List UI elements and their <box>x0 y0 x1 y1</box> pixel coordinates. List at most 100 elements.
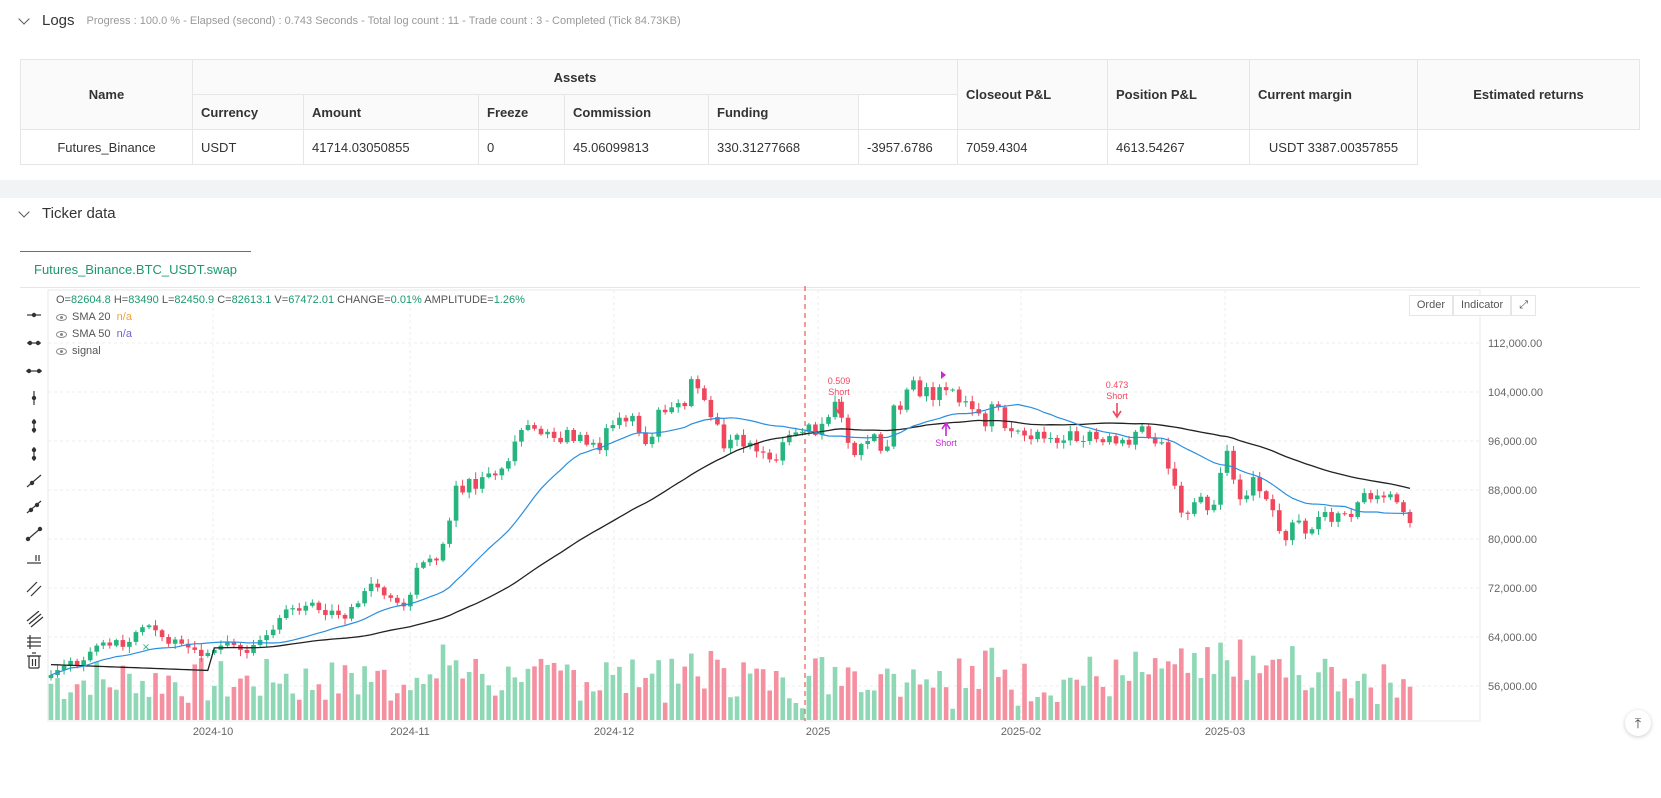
volume-bar <box>1218 642 1223 720</box>
candle-body <box>166 637 171 644</box>
eye-icon[interactable] <box>56 313 67 321</box>
candle-body <box>649 436 655 445</box>
candle-body <box>153 625 158 631</box>
volume-bar <box>218 661 224 720</box>
trash-icon[interactable] <box>27 652 41 669</box>
indicator-button[interactable]: Indicator <box>1452 295 1512 316</box>
volume-bar <box>989 647 995 720</box>
volume-bar <box>486 685 492 720</box>
candle-body <box>68 660 73 666</box>
volume-label: V= <box>274 294 289 306</box>
logs-header[interactable]: Logs Progress : 100.0 % - Elapsed (secon… <box>18 12 681 29</box>
candle-body <box>61 665 67 671</box>
candle-body <box>1041 431 1047 439</box>
cell-margin: 4613.54267 <box>1107 129 1250 165</box>
candle-body <box>610 425 616 429</box>
signal-value: 0.473 <box>1106 380 1129 390</box>
volume-bar <box>845 667 851 720</box>
volume-bar <box>68 692 73 720</box>
volume-bar <box>81 680 86 720</box>
volume-bar <box>120 665 126 720</box>
candle-body <box>728 439 733 449</box>
volume-bar <box>1270 659 1276 720</box>
horizontal-line-icon[interactable] <box>27 312 41 318</box>
candle-body <box>1100 439 1106 443</box>
volume-bar <box>48 683 54 720</box>
volume-bar <box>649 673 655 720</box>
segment-icon[interactable] <box>25 526 43 542</box>
pitchfork-icon[interactable] <box>26 611 44 628</box>
volume-bar <box>1401 679 1406 720</box>
fib-retracement-icon[interactable] <box>27 635 41 649</box>
volume-bar <box>721 668 727 720</box>
ticker-header[interactable]: Ticker data <box>18 205 116 222</box>
vertical-line-icon[interactable] <box>31 391 37 405</box>
candle-body <box>231 641 237 645</box>
volume-bar <box>127 673 132 720</box>
candle-body <box>532 425 537 429</box>
candle-body <box>1185 512 1191 514</box>
volume-bar <box>643 677 648 720</box>
candle-body <box>636 415 642 433</box>
candle-body <box>564 429 570 443</box>
tab-btc-usdt-swap[interactable]: Futures_Binance.BTC_USDT.swap <box>20 251 252 287</box>
candle-body <box>225 641 230 646</box>
volume-bar <box>1211 673 1217 720</box>
vertical-ray-icon[interactable] <box>31 447 37 461</box>
vertical-segment-icon[interactable] <box>31 419 37 433</box>
candle-body <box>1192 502 1197 514</box>
candle-body <box>754 442 759 452</box>
candle-body <box>969 401 975 410</box>
candle-body <box>1211 504 1217 511</box>
order-button[interactable]: Order <box>1408 295 1453 316</box>
ray-line-icon[interactable] <box>26 500 42 514</box>
indicator-sma50[interactable]: SMA 50 n/a <box>56 326 525 343</box>
volume-bar <box>1015 705 1021 720</box>
candle-body <box>414 567 420 595</box>
volume-bar <box>1361 673 1367 720</box>
horizontal-ray-icon[interactable] <box>27 340 41 346</box>
volume-bar <box>617 666 622 720</box>
candle-body <box>904 389 910 410</box>
price-range-icon[interactable] <box>27 555 41 564</box>
volume-bar <box>604 662 609 720</box>
candle-body <box>1074 431 1080 441</box>
candle-body <box>1368 493 1374 500</box>
tab-divider <box>20 287 1640 288</box>
indicator-signal[interactable]: signal <box>56 343 525 360</box>
eye-icon[interactable] <box>56 347 67 355</box>
amplitude-value: 1.26% <box>493 294 525 306</box>
cell-commission: 45.06099813 <box>564 129 709 165</box>
candle-body <box>525 425 531 430</box>
volume-bar <box>754 668 759 720</box>
high-value: 83490 <box>128 294 159 306</box>
scroll-top-button[interactable]: ⤒ <box>1625 710 1651 736</box>
trend-line-icon[interactable] <box>26 474 42 488</box>
candle-body <box>832 401 838 418</box>
candle-body <box>1035 431 1040 440</box>
logs-title: Logs <box>42 12 75 29</box>
eye-icon[interactable] <box>56 330 67 338</box>
candle-body <box>81 660 86 666</box>
parallel-channel-icon[interactable] <box>26 581 42 597</box>
volume-bar <box>408 690 413 720</box>
candle-body <box>747 442 753 447</box>
candle-body <box>597 442 603 451</box>
extended-line-icon[interactable] <box>26 368 42 374</box>
candle-body <box>74 660 80 666</box>
volume-bar <box>1257 673 1263 720</box>
y-tick-label: 72,000.00 <box>1488 583 1537 595</box>
volume-bar <box>264 658 269 720</box>
candle-body <box>584 434 590 445</box>
volume-bar <box>1237 639 1243 720</box>
header-margin: Current margin <box>1249 59 1418 130</box>
indicator-sma20[interactable]: SMA 20 n/a <box>56 309 525 326</box>
candle-body <box>675 403 681 408</box>
candle-body <box>1250 477 1256 496</box>
chart-legend: O=82604.8 H=83490 L=82450.9 C=82613.1 V=… <box>56 292 525 360</box>
fullscreen-icon[interactable]: ⤢ <box>1511 295 1536 316</box>
candle-body <box>296 608 302 611</box>
volume-bar <box>172 682 178 720</box>
candle-body <box>1126 439 1132 445</box>
